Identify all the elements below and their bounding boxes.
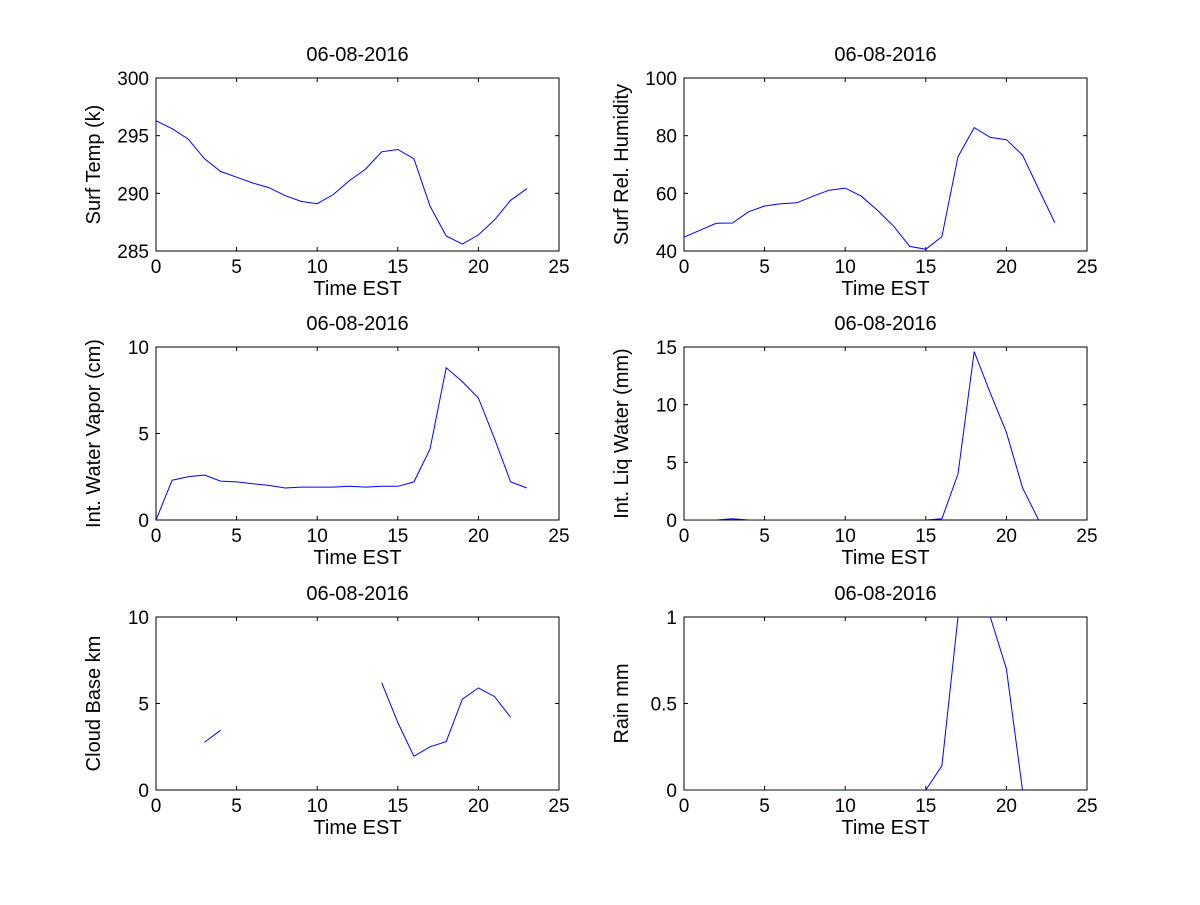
series-line: [156, 120, 528, 245]
y-tick-label: 0: [138, 511, 149, 532]
x-tick-label: 10: [835, 796, 856, 817]
x-tick-label: 25: [1076, 257, 1097, 278]
subplot-1: 0 5 10 15 20 25 285 290 295 300 06-08-2016 Time EST…: [83, 44, 570, 300]
subplot-6: 0 5 10 15 20 25 0 0.5 1 06-08-2016 Time EST Rain mm: [611, 583, 1098, 839]
y-tick-label: 60: [656, 184, 677, 205]
x-tick-label: 10: [835, 526, 856, 547]
y-axis-label: Surf Temp (k): [83, 105, 105, 225]
y-axis-label: Rain mm: [611, 663, 633, 743]
y-tick-label: 10: [128, 608, 149, 629]
x-tick-label: 25: [548, 526, 569, 547]
subplot-title: 06-08-2016: [834, 44, 936, 66]
y-tick-label: 1: [666, 608, 677, 629]
subplot-4: 0 5 10 15 20 25 0 5 10 15 06-08-2016 Time EST Int. L…: [611, 313, 1098, 569]
subplot-title: 06-08-2016: [306, 44, 408, 66]
x-axis-label: Time EST: [841, 817, 929, 839]
axes-box: [155, 346, 560, 521]
x-tick-label: 10: [307, 257, 328, 278]
y-tick-label: 80: [656, 127, 677, 148]
x-tick-label: 15: [915, 526, 936, 547]
x-tick-label: 20: [468, 796, 489, 817]
axes-box: [683, 616, 1088, 791]
x-tick-label: 5: [231, 526, 242, 547]
y-tick-label: 5: [138, 425, 149, 446]
subplot-2: 0 5 10 15 20 25 40 60 80 100 06-08-2016 Time EST Sur…: [611, 44, 1098, 300]
y-tick-label: 0: [666, 781, 677, 802]
x-tick-label: 10: [307, 526, 328, 547]
y-tick-label: 10: [128, 338, 149, 359]
y-axis-label: Surf Rel. Humidity: [611, 84, 633, 245]
subplot-title: 06-08-2016: [834, 313, 936, 335]
y-tick-label: 290: [117, 184, 149, 205]
y-axis-label: Cloud Base km: [83, 636, 105, 772]
y-tick-label: 0: [138, 781, 149, 802]
y-axis-label: Int. Liq Water (mm): [611, 348, 633, 518]
x-tick-label: 25: [548, 257, 569, 278]
x-tick-label: 5: [759, 796, 770, 817]
x-tick-label: 25: [1076, 796, 1097, 817]
series-line: [684, 351, 1040, 520]
x-tick-label: 0: [151, 257, 162, 278]
y-tick-label: 5: [666, 453, 677, 474]
x-tick-label: 15: [915, 257, 936, 278]
x-tick-label: 5: [759, 526, 770, 547]
x-tick-label: 0: [679, 257, 690, 278]
y-tick-label: 295: [117, 127, 149, 148]
x-tick-label: 5: [231, 257, 242, 278]
x-tick-label: 25: [1076, 526, 1097, 547]
x-tick-label: 20: [468, 526, 489, 547]
x-tick-label: 0: [151, 526, 162, 547]
y-tick-label: 5: [138, 695, 149, 716]
y-tick-label: 0: [666, 511, 677, 532]
x-tick-label: 15: [387, 257, 408, 278]
y-tick-label: 10: [656, 396, 677, 417]
x-tick-label: 15: [387, 526, 408, 547]
y-tick-label: 300: [117, 69, 149, 90]
x-tick-label: 5: [231, 796, 242, 817]
y-axis-label: Int. Water Vapor (cm): [83, 339, 105, 528]
subplot-5: 0 5 10 15 20 25 0 5 10 06-08-2016 Time EST Cloud Ba…: [83, 583, 570, 839]
y-tick-label: 0.5: [651, 695, 677, 716]
x-tick-label: 15: [915, 796, 936, 817]
subplot-3: 0 5 10 15 20 25 0 5 10 06-08-2016 Time EST Int. Wat…: [83, 313, 570, 569]
x-tick-label: 0: [679, 526, 690, 547]
subplot-title: 06-08-2016: [306, 583, 408, 605]
axes-box: [683, 346, 1088, 521]
axes-box: [155, 616, 560, 791]
x-tick-label: 20: [468, 257, 489, 278]
y-tick-label: 285: [117, 242, 149, 263]
y-tick-label: 100: [645, 69, 677, 90]
x-axis-label: Time EST: [313, 547, 401, 569]
series-line: [156, 366, 527, 520]
axes-box: [683, 77, 1088, 252]
series-line: [204, 682, 511, 758]
x-tick-label: 20: [996, 526, 1017, 547]
y-tick-label: 15: [656, 338, 677, 359]
x-axis-label: Time EST: [313, 278, 401, 300]
y-tick-label: 40: [656, 242, 677, 263]
x-tick-label: 20: [996, 796, 1017, 817]
x-axis-label: Time EST: [841, 278, 929, 300]
subplot-title: 06-08-2016: [306, 313, 408, 335]
x-tick-label: 25: [548, 796, 569, 817]
x-tick-label: 15: [387, 796, 408, 817]
x-tick-label: 5: [759, 257, 770, 278]
x-tick-label: 20: [996, 257, 1017, 278]
x-axis-label: Time EST: [313, 817, 401, 839]
x-tick-label: 10: [307, 796, 328, 817]
subplot-title: 06-08-2016: [834, 583, 936, 605]
x-tick-label: 10: [835, 257, 856, 278]
series-line: [684, 126, 1056, 250]
x-tick-label: 0: [679, 796, 690, 817]
x-tick-label: 0: [151, 796, 162, 817]
axes-box: [155, 77, 560, 252]
x-axis-label: Time EST: [841, 547, 929, 569]
